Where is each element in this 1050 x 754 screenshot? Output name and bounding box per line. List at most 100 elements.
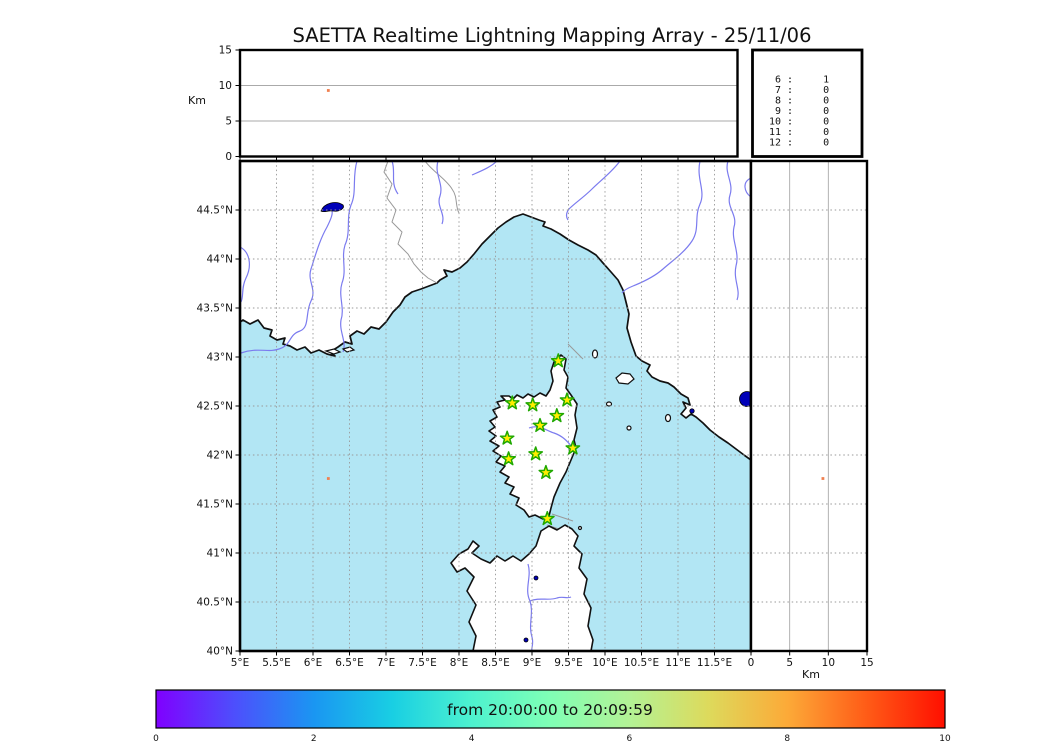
source-count-panel: 6 : 1 7 : 0 8 : 0 9 : 010 : 011 : 012 : …: [751, 48, 864, 158]
longitude-tick-label: 10.5°E: [624, 657, 659, 669]
longitude-tick-label: 9.5°E: [554, 657, 583, 669]
altitude-panel-tick-marks: [235, 49, 240, 157]
colorbar-tick-label: 2: [311, 734, 317, 744]
altitude-tick-label: 5: [225, 116, 232, 128]
latitude-tick-label: 40.5°N: [197, 597, 233, 609]
mainland-coastline: [240, 161, 751, 461]
lightning-source-markers: [326, 477, 330, 480]
lightning-source-dot: [326, 477, 330, 480]
lightning-source-dot-altitude: [326, 89, 330, 92]
map-tick-marks: [235, 157, 715, 656]
colorbar-tick-label: 10: [939, 734, 951, 744]
latitude-tick-label: 40°N: [207, 646, 233, 658]
station-star-icon: [538, 464, 554, 480]
colorbar-label: from 20:00:00 to 20:09:59: [447, 701, 653, 719]
station-star-icon: [559, 392, 575, 407]
colorbar-tick-label: 0: [153, 734, 159, 744]
source-count-row: 11 : 0: [769, 127, 829, 138]
altitude-panel-tick-labels: 0 5 10 15: [219, 45, 232, 164]
longitude-tick-label: 8.5°E: [481, 657, 510, 669]
station-star-icon: [501, 451, 517, 466]
longitude-tick-label: 7°E: [377, 657, 396, 669]
altitude-tick-label: 10: [219, 80, 232, 92]
page-title: SAETTA Realtime Lightning Mapping Array …: [293, 24, 812, 47]
map-gridlines: [240, 161, 751, 651]
source-count-row: 8 : 0: [769, 96, 829, 107]
station-star-icon: [499, 430, 515, 445]
altitude-latitude-panel: 0 5 10 15 Km: [748, 159, 874, 681]
right-altitude-tick-label: 0: [748, 657, 755, 669]
elba-island: [615, 372, 635, 385]
longitude-tick-label: 8°E: [450, 657, 469, 669]
altitude-panel-points: [326, 89, 330, 92]
station-star-icon: [549, 408, 565, 423]
hyeres-island-2: [341, 346, 356, 353]
right-altitude-tick-label: 5: [786, 657, 793, 669]
small-islands: [323, 346, 672, 531]
colorbar-tick-label: 4: [469, 734, 475, 744]
latitude-tick-label: 41.5°N: [197, 499, 233, 511]
map-panel: 5°E 5.5°E 6°E 6.5°E 7°E 7.5°E 8°E 8.5°E 9°E 9.5°E…: [197, 157, 753, 670]
giglio-island: [664, 413, 672, 423]
right-axis-label: Km: [802, 668, 820, 681]
source-count-row: 6 : 1: [769, 75, 829, 86]
montecristo-island: [626, 425, 632, 431]
right-panel-points: [821, 477, 825, 480]
source-count-row: 10 : 0: [769, 117, 829, 128]
sardinia-lake-2: [523, 637, 529, 643]
time-colorbar: from 20:00:00 to 20:09:59 0 2 4 6 8 10: [153, 689, 951, 744]
right-panel-border: [749, 159, 869, 653]
sardinia-lake-1: [533, 575, 539, 581]
right-panel-tick-marks: [750, 651, 868, 656]
longitude-tick-label: 11°E: [665, 657, 690, 669]
longitude-tick-label: 9°E: [523, 657, 542, 669]
longitude-tick-label: 5°E: [231, 657, 250, 669]
longitude-tick-label: 11.5°E: [697, 657, 732, 669]
colorbar-tick-label: 8: [784, 734, 790, 744]
latitude-tick-label: 44.5°N: [197, 205, 233, 217]
source-count-panel-border: [751, 48, 864, 158]
latitude-tick-label: 41°N: [207, 548, 233, 560]
maddalena-island: [577, 525, 583, 531]
station-star-icon: [565, 440, 581, 455]
right-altitude-tick-label: 10: [822, 657, 835, 669]
altitude-panel-gridlines: [240, 85, 738, 122]
right-panel-tick-labels: 0 5 10 15: [748, 657, 874, 669]
lma-station-markers: [499, 353, 581, 526]
longitude-tick-label: 7.5°E: [408, 657, 437, 669]
source-count-rows: 6 : 1 7 : 0 8 : 0 9 : 010 : 011 : 012 : …: [769, 75, 829, 149]
longitude-tick-label: 5.5°E: [262, 657, 291, 669]
sardinia-rivers: [527, 563, 572, 651]
capraia-island: [591, 349, 599, 359]
orbetello-lagoon: [689, 408, 695, 414]
longitude-tick-label: 10°E: [592, 657, 617, 669]
station-star-icon: [504, 395, 520, 410]
colorbar-gradient: [155, 689, 946, 729]
longitude-tick-label: 6.5°E: [335, 657, 364, 669]
altitude-axis-label: Km: [188, 94, 206, 107]
altitude-longitude-panel: 0 5 10 15 Km: [188, 45, 739, 164]
source-count-row: 12 : 0: [769, 138, 829, 149]
pianosa-island: [605, 401, 613, 407]
altitude-panel-background: [240, 50, 738, 157]
latitude-tick-label: 43.5°N: [197, 303, 233, 315]
map-tick-labels: 5°E 5.5°E 6°E 6.5°E 7°E 7.5°E 8°E 8.5°E 9°E 9.5°E…: [197, 205, 733, 670]
station-star-icon: [550, 353, 566, 368]
bolsena-lake: [739, 391, 751, 407]
latitude-tick-label: 44°N: [207, 254, 233, 266]
station-star-icon: [532, 417, 548, 433]
altitude-tick-label: 15: [219, 45, 232, 57]
hyeres-island-1: [323, 348, 342, 355]
altitude-panel-border: [238, 48, 739, 158]
station-star-icon: [539, 510, 555, 526]
lightning-source-dot-latitude: [821, 477, 825, 480]
latitude-tick-label: 42.5°N: [197, 401, 233, 413]
lakes: [320, 202, 751, 643]
altitude-tick-label: 0: [225, 151, 232, 163]
latitude-tick-label: 42°N: [207, 450, 233, 462]
station-star-icon: [528, 446, 544, 461]
right-panel-gridlines: [753, 161, 866, 651]
serre-poncon-lake: [320, 202, 344, 213]
